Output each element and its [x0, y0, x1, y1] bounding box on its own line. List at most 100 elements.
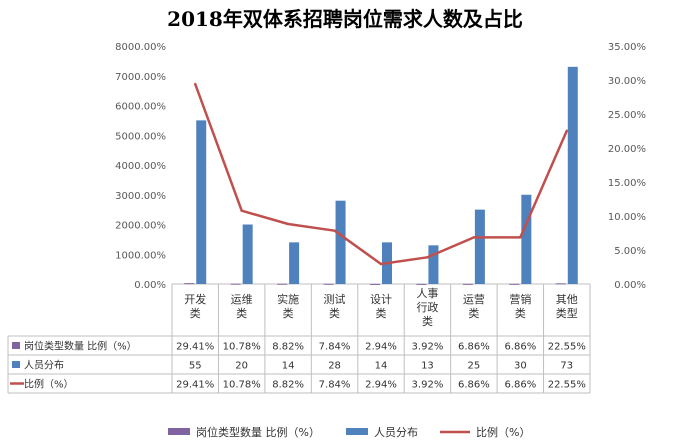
category-label: 其他 — [556, 293, 578, 306]
bar-position-share — [416, 283, 427, 285]
table-legend-key — [12, 361, 20, 368]
left-axis-tick: 6000.00% — [115, 102, 166, 113]
table-cell-value: 10.78% — [223, 342, 261, 353]
bar-headcount — [474, 209, 485, 284]
bar-headcount — [428, 245, 439, 284]
bar-position-share — [509, 283, 520, 285]
category-label: 行政 — [416, 300, 438, 314]
category-label: 运营 — [463, 292, 485, 306]
left-axis-tick: 3000.00% — [115, 191, 166, 202]
left-axis-tick: 0.00% — [134, 280, 166, 291]
table-cell-value: 55 — [189, 361, 202, 372]
bar-position-share — [323, 283, 334, 285]
ratio-point — [379, 262, 383, 266]
ratio-point — [519, 236, 522, 239]
ratio-point — [194, 82, 197, 86]
table-cell-value: 3.92% — [412, 380, 444, 391]
left-axis-tick: 7000.00% — [115, 72, 166, 83]
right-axis-tick: 15.00% — [608, 178, 646, 189]
category-label: 运维 — [231, 293, 253, 306]
bar-headcount — [521, 194, 532, 284]
table-series-name: 人员分布 — [24, 360, 64, 372]
table-cell-value: 30 — [514, 361, 527, 372]
table-cell-value: 25 — [468, 361, 481, 372]
category-label: 类型 — [556, 306, 578, 320]
category-label: 开发 — [184, 292, 206, 306]
table-series-name: 岗位类型数量 比例（%） — [24, 340, 137, 353]
table-cell-value: 22.55% — [548, 380, 586, 391]
table-cell-value: 2.94% — [365, 380, 397, 391]
legend-label: 岗位类型数量 比例（%） — [196, 425, 320, 439]
left-axis-tick: 1000.00% — [115, 250, 166, 261]
category-label: 设计 — [370, 293, 392, 306]
table-cell-value: 14 — [375, 361, 388, 372]
table-cell-value: 20 — [235, 361, 248, 372]
ratio-point — [472, 236, 476, 239]
right-axis-tick: 10.00% — [608, 212, 646, 223]
ratio-point — [333, 229, 336, 232]
bar-position-share — [230, 283, 241, 285]
table-cell-value: 73 — [560, 361, 573, 372]
table-cell-value: 3.92% — [412, 342, 444, 353]
category-label: 测试 — [324, 293, 346, 306]
bar-position-share — [555, 283, 566, 285]
right-axis-tick: 30.00% — [608, 76, 646, 87]
category-label: 实施 — [277, 292, 299, 306]
bar-headcount — [335, 200, 346, 284]
table-cell-value: 22.55% — [548, 342, 586, 353]
right-axis-tick: 5.00% — [614, 246, 646, 257]
table-cell-value: 6.86% — [504, 342, 536, 353]
bar-position-share — [462, 283, 473, 285]
legend-label: 比例（%） — [476, 425, 530, 439]
category-label: 人事 — [416, 287, 438, 300]
category-label: 类 — [329, 306, 340, 320]
table-cell-value: 8.82% — [272, 380, 304, 391]
legend-label: 人员分布 — [374, 426, 418, 439]
ratio-point — [240, 209, 243, 212]
ratio-point — [286, 222, 290, 226]
legend-swatch — [168, 428, 190, 435]
table-cell-value: 6.86% — [504, 380, 536, 391]
table-cell-value: 6.86% — [458, 380, 490, 391]
left-axis-tick: 4000.00% — [115, 161, 166, 172]
bar-headcount — [567, 66, 578, 284]
table-cell-value: 6.86% — [458, 342, 490, 353]
category-label: 类 — [283, 306, 294, 320]
chart-title: 2018年双体系招聘岗位需求人数及占比 — [167, 7, 523, 31]
table-cell-value: 29.41% — [176, 342, 214, 353]
bar-position-share — [277, 283, 288, 285]
category-label: 类 — [422, 314, 433, 328]
category-label: 类 — [190, 306, 201, 320]
category-label: 类 — [236, 306, 247, 320]
category-label: 类 — [468, 306, 479, 320]
table-cell-value: 2.94% — [365, 342, 397, 353]
table-cell-value: 8.82% — [272, 342, 304, 353]
table-cell-value: 7.84% — [319, 342, 351, 353]
right-axis-tick: 25.00% — [608, 110, 646, 121]
category-label: 类 — [376, 306, 387, 320]
left-axis-tick: 5000.00% — [115, 131, 166, 142]
left-axis-tick: 2000.00% — [115, 221, 166, 232]
bar-position-share — [370, 283, 380, 285]
category-label: 营销 — [509, 292, 531, 306]
right-axis-tick: 20.00% — [608, 144, 646, 155]
right-axis-tick: 0.00% — [614, 280, 646, 291]
table-cell-value: 10.78% — [223, 380, 261, 391]
right-axis-tick: 35.00% — [608, 42, 646, 53]
bar-headcount — [289, 242, 300, 284]
left-axis-tick: 8000.00% — [115, 42, 166, 53]
category-label: 类 — [515, 306, 526, 320]
table-legend-key — [12, 342, 20, 349]
table-series-name: 比例（%） — [24, 378, 74, 391]
ratio-point — [565, 129, 568, 132]
bar-position-share — [184, 283, 195, 285]
table-cell-value: 13 — [421, 361, 434, 372]
ratio-point — [426, 256, 429, 259]
table-cell-value: 28 — [328, 361, 341, 372]
table-cell-value: 7.84% — [319, 380, 351, 391]
table-cell-value: 14 — [282, 361, 295, 372]
bar-headcount — [242, 224, 253, 284]
legend-swatch — [346, 428, 368, 435]
